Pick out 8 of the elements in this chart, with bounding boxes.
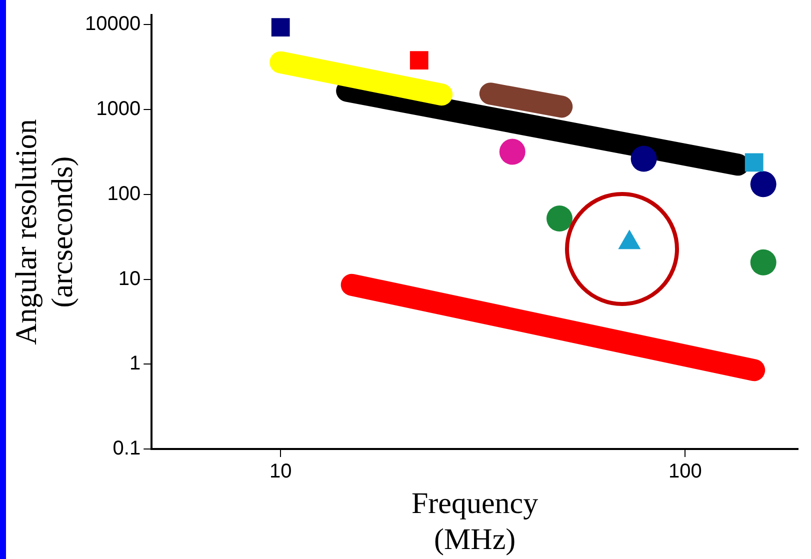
- y-tick-label: 1: [129, 352, 141, 375]
- y-tick-label: 100: [107, 182, 141, 205]
- y-tick-label: 10000: [84, 13, 141, 36]
- y-axis-title: Angular resolution (arcseconds): [10, 119, 79, 345]
- y-tick-label: 10: [118, 268, 141, 290]
- y-tick-label: 1000: [96, 98, 141, 120]
- y-tick-label: 0.1: [112, 438, 141, 460]
- x-axis-title: Frequency (MHz): [411, 486, 538, 556]
